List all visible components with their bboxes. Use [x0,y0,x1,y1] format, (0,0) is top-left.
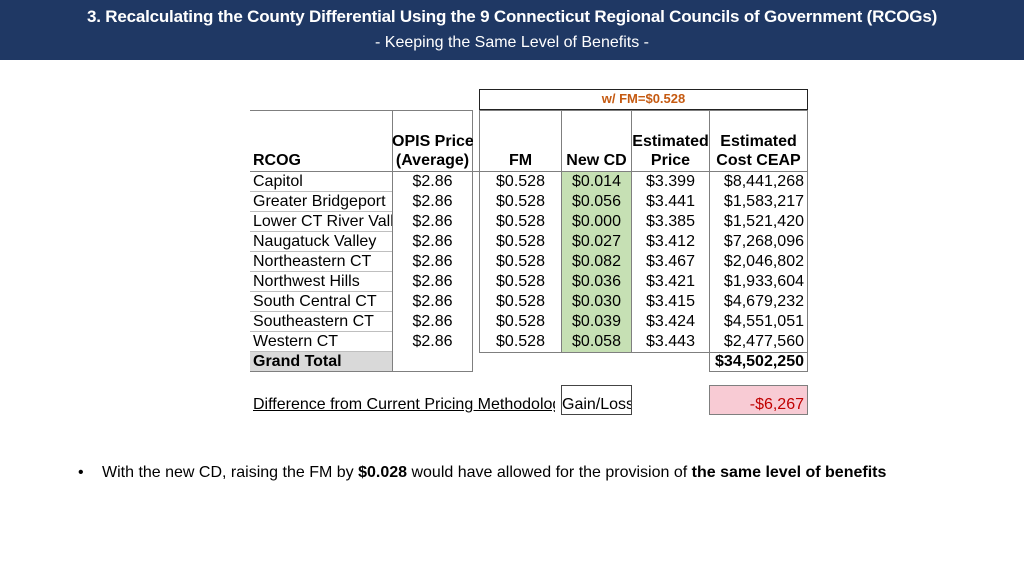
divider-fm-newcd [561,110,562,353]
col-rcog: RCOG [253,152,301,169]
fm-value: $0.528 [496,253,545,270]
est-cost-value: $2,477,560 [723,333,804,350]
new-cd-value: $0.056 [562,192,631,212]
est-cost-value: $7,268,096 [723,233,804,250]
col-opis-line1: OPIS Price [392,133,473,150]
bullet-fm-increase: $0.028 [358,464,408,481]
rcog-name: Naugatuck Valley [250,232,392,252]
est-price-value: $3.415 [646,293,695,310]
new-cd-value: $0.014 [562,172,631,192]
rcog-name: Capitol [250,172,392,192]
rcog-name: Western CT [250,332,392,352]
col-est-price-line2: Price [650,152,691,169]
rcog-name: Northeastern CT [250,252,392,272]
opis-price: $2.86 [412,333,453,350]
est-price-value: $3.441 [646,193,695,210]
rcog-name: Lower CT River Valley [250,212,392,232]
slide-title: 3. Recalculating the County Differential… [86,7,938,26]
gain-loss-value: -$6,267 [749,396,804,413]
rcog-name: Northwest Hills [250,272,392,292]
grand-total-value-box [709,352,808,372]
opis-price: $2.86 [412,253,453,270]
est-price-value: $3.412 [646,233,695,250]
new-cd-value: $0.030 [562,292,631,312]
fm-value: $0.528 [496,273,545,290]
fm-banner: w/ FM=$0.528 [479,89,808,110]
fm-value: $0.528 [496,233,545,250]
opis-price: $2.86 [412,313,453,330]
est-price-value: $3.385 [646,213,695,230]
gain-loss-box [561,385,632,415]
fm-value: $0.528 [496,193,545,210]
new-cd-value: $0.036 [562,272,631,292]
fm-value: $0.528 [496,293,545,310]
opis-price: $2.86 [412,293,453,310]
col-fm: FM [508,152,533,169]
bullet-text: With the new CD, raising the FM by $0.02… [102,462,886,484]
grand-total-value: $34,502,250 [715,353,804,370]
opis-price: $2.86 [412,273,453,290]
bullet-text-middle: would have allowed for the provision of [407,464,692,481]
est-cost-value: $2,046,802 [723,253,804,270]
col-opis-line2: (Average) [395,152,470,169]
col-est-cost-line2: Cost CEAP [716,152,801,169]
opis-price: $2.86 [412,213,453,230]
est-cost-value: $1,583,217 [723,193,804,210]
fm-value: $0.528 [496,213,545,230]
opis-price: $2.86 [412,173,453,190]
est-price-value: $3.399 [646,173,695,190]
rcog-name: South Central CT [250,292,392,312]
col-est-price-line1: Estimated [632,133,709,150]
divider-price-cost [709,110,710,353]
gain-loss-label: Gain/Loss [562,396,631,413]
fm-value: $0.528 [496,173,545,190]
difference-label: Difference from Current Pricing Methodol… [253,396,555,413]
gain-loss-value-box [709,385,808,415]
rcog-top-line [250,110,392,111]
est-cost-value: $4,679,232 [723,293,804,310]
divider-newcd-price [631,110,632,353]
slide-subtitle: - Keeping the Same Level of Benefits - [375,34,649,51]
est-price-value: $3.424 [646,313,695,330]
fm-group-box [479,110,808,353]
col-est-cost-line1: Estimated [720,133,797,150]
new-cd-value: $0.000 [562,212,631,232]
grand-total-label: Grand Total [250,352,392,372]
opis-price: $2.86 [412,233,453,250]
new-cd-value: $0.027 [562,232,631,252]
fm-value: $0.528 [496,333,545,350]
new-cd-value: $0.058 [562,332,631,352]
est-cost-value: $1,521,420 [723,213,804,230]
header-bottom-line [250,171,808,172]
opis-price: $2.86 [412,193,453,210]
rcog-name: Southeastern CT [250,312,392,332]
fm-value: $0.528 [496,313,545,330]
slide-header: 3. Recalculating the County Differential… [0,0,1024,60]
est-price-value: $3.421 [646,273,695,290]
est-price-value: $3.467 [646,253,695,270]
est-cost-value: $1,933,604 [723,273,804,290]
bullet-emphasis: the same level of benefits [691,464,887,481]
est-price-value: $3.443 [646,333,695,350]
col-new-cd: New CD [566,152,627,169]
new-cd-value: $0.082 [562,252,631,272]
rcog-name: Greater Bridgeport [250,192,392,212]
bullet-text-before: With the new CD, raising the FM by [102,464,359,481]
new-cd-value: $0.039 [562,312,631,332]
est-cost-value: $4,551,051 [723,313,804,330]
bullet-marker: • [78,464,84,481]
est-cost-value: $8,441,268 [723,173,804,190]
opis-column-box [392,110,473,372]
